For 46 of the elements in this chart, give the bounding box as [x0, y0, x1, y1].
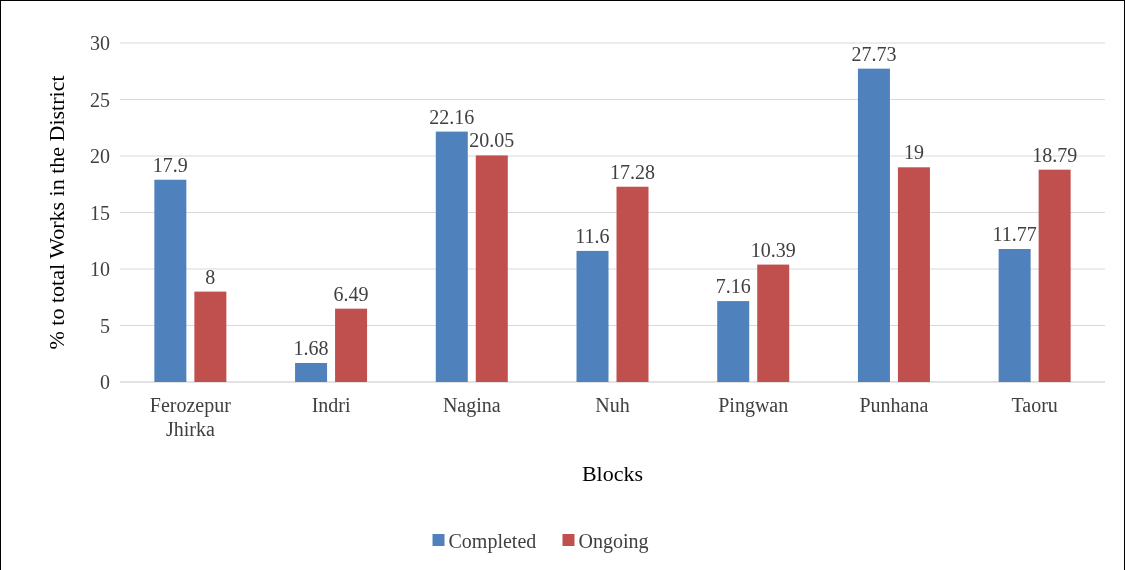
y-tick-label: 5 [100, 314, 110, 337]
x-tick-label: Nuh [595, 394, 630, 416]
data-label: 6.49 [333, 282, 369, 305]
data-label: 10.39 [750, 238, 796, 261]
y-tick-label: 25 [90, 88, 110, 111]
x-tick-label: Punhana [859, 394, 929, 416]
y-tick-label: 15 [90, 201, 110, 224]
bar [857, 68, 890, 382]
x-tick-label: Ferozepur Jhirka [149, 394, 232, 440]
x-tick-label: Nagina [442, 394, 501, 417]
data-label: 8 [205, 265, 216, 288]
data-label: 1.68 [293, 337, 329, 360]
x-tick-label: Indri [311, 394, 351, 416]
bar [194, 291, 227, 382]
y-axis-title: % to total Works in the District [44, 75, 69, 350]
bar [616, 186, 649, 382]
data-label: 7.16 [715, 275, 751, 298]
y-tick-label: 10 [90, 258, 110, 280]
data-label: 17.9 [152, 153, 188, 176]
x-axis-title: Blocks [581, 461, 644, 486]
legend-label: Ongoing [578, 530, 649, 553]
bar [576, 250, 609, 382]
y-tick-label: 0 [100, 371, 110, 393]
data-label: 17.28 [610, 160, 655, 183]
bar [435, 131, 468, 382]
y-tick-label: 30 [90, 32, 110, 54]
data-label: 18.79 [1032, 143, 1078, 166]
x-tick-label: Taoru [1011, 394, 1058, 416]
data-label: 19 [903, 141, 924, 164]
data-label: 22.16 [429, 105, 475, 128]
bar [154, 179, 187, 382]
bar [757, 264, 790, 382]
data-label: 11.77 [992, 223, 1037, 245]
bar [1038, 169, 1071, 382]
data-label: 20.05 [469, 129, 515, 152]
y-tick-label: 20 [90, 145, 110, 167]
bar [998, 249, 1031, 382]
bar [295, 363, 328, 382]
bar [717, 301, 750, 382]
x-tick-label: Pingwan [718, 394, 789, 417]
data-label: 11.6 [575, 224, 610, 247]
data-label: 27.73 [851, 42, 897, 65]
bar [897, 167, 930, 382]
legend-label: Completed [448, 530, 537, 553]
bar [335, 308, 368, 382]
bar [475, 155, 508, 382]
